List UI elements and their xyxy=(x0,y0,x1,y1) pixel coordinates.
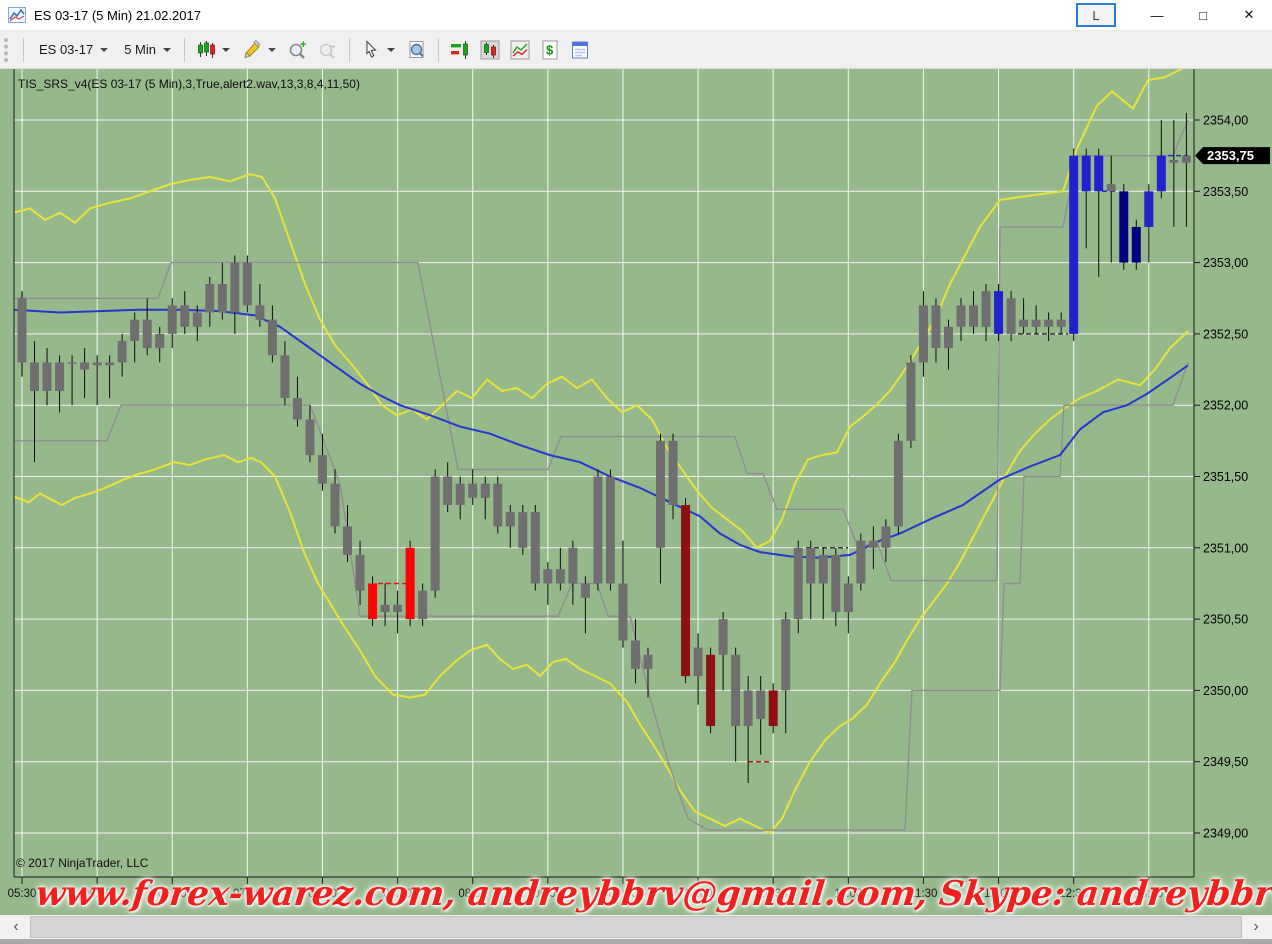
price-axis-label: 2352,50 xyxy=(1203,327,1248,341)
chevron-down-icon xyxy=(163,47,171,52)
data-series-icon xyxy=(478,37,502,63)
close-button[interactable]: ✕ xyxy=(1243,7,1255,22)
last-price-marker xyxy=(1195,147,1270,165)
time-axis-label: 12:00 xyxy=(984,888,1013,900)
toolbar-separator xyxy=(349,37,350,62)
price-axis-label: 2349,50 xyxy=(1203,755,1248,769)
chevron-down-icon xyxy=(268,47,276,52)
data-box-button[interactable] xyxy=(402,36,432,64)
interval-selector[interactable]: 5 Min xyxy=(115,36,178,64)
dollar-document-icon: $ xyxy=(538,37,562,63)
interval-label: 5 Min xyxy=(124,42,156,57)
scroll-left-button[interactable]: ‹ xyxy=(13,918,19,935)
properties-button[interactable] xyxy=(565,36,595,64)
time-axis-label: 13:00 xyxy=(1134,888,1163,900)
time-axis-label: 11:00 xyxy=(834,888,862,900)
series-moving_average xyxy=(14,308,1189,559)
chevron-down-icon xyxy=(100,47,109,52)
drawing-tools-button[interactable] xyxy=(237,36,283,64)
pencil-icon xyxy=(240,37,264,63)
price-axis-label: 2351,50 xyxy=(1203,470,1248,484)
data-series-button[interactable] xyxy=(475,36,505,64)
price-axis-label: 2351,00 xyxy=(1203,541,1248,555)
time-axis-label: 08:00 xyxy=(383,888,412,900)
svg-text:+: + xyxy=(300,40,306,51)
maximize-button[interactable]: □ xyxy=(1199,7,1207,23)
app-chart-icon xyxy=(8,7,26,23)
time-axis-label: 11:30 xyxy=(909,888,937,900)
time-axis-label: 10:00 xyxy=(684,888,713,900)
time-axis-label: 08:30 xyxy=(458,888,487,900)
candlestick-icon xyxy=(194,37,218,63)
time-axis-label: 07:30 xyxy=(308,888,337,900)
indicator-parameters-label[interactable]: TIS_SRS_v4(ES 03-17 (5 Min),3,True,alert… xyxy=(18,77,360,91)
horizontal-scrollbar[interactable]: ‹ › xyxy=(0,915,1272,944)
toolbar-separator xyxy=(184,37,185,62)
time-axis-label: 07:00 xyxy=(233,888,262,900)
price-axis-label: 2350,50 xyxy=(1203,613,1248,627)
svg-text:$: $ xyxy=(546,42,554,57)
cursor-arrow-icon xyxy=(359,37,383,63)
scroll-right-button[interactable]: › xyxy=(1253,918,1259,935)
indicators-icon xyxy=(508,37,532,63)
copyright-label: © 2017 NinjaTrader, LLC xyxy=(16,856,149,870)
magnifier-document-icon xyxy=(405,37,429,63)
series-band_lower xyxy=(14,330,1189,835)
price-axis-label: 2354,00 xyxy=(1203,114,1248,128)
time-axis-label: 06:00 xyxy=(83,888,112,900)
time-axis-label: 06:30 xyxy=(158,888,187,900)
bar-type-button[interactable] xyxy=(191,36,237,64)
chart-toolbar: ES 03-17 5 Min xyxy=(0,31,1272,69)
zoom-out-icon xyxy=(316,37,340,63)
chart-trader-button[interactable] xyxy=(445,36,475,64)
scrollbar-thumb[interactable] xyxy=(30,916,1242,938)
price-axis-label: 2352,00 xyxy=(1203,399,1248,413)
price-axis-label: 2349,00 xyxy=(1203,827,1248,841)
cursor-button[interactable] xyxy=(356,36,402,64)
last-price-label: 2353,75 xyxy=(1207,148,1254,163)
minimize-button[interactable]: — xyxy=(1150,7,1164,23)
properties-window-icon xyxy=(568,37,592,63)
price-axis-label: 2353,50 xyxy=(1203,185,1248,199)
toolbar-separator xyxy=(23,37,24,62)
chevron-down-icon xyxy=(222,47,230,52)
zoom-in-icon: + xyxy=(286,37,310,63)
toolbar-separator xyxy=(438,37,439,62)
window-titlebar: ES 03-17 (5 Min) 21.02.2017 L — □ ✕ xyxy=(0,0,1272,31)
zoom-in-button[interactable]: + xyxy=(283,36,313,64)
window-title: ES 03-17 (5 Min) 21.02.2017 xyxy=(34,7,201,23)
time-axis-label: 09:30 xyxy=(609,888,638,900)
time-axis-label: 09:00 xyxy=(533,888,562,900)
time-axis-label: 10:30 xyxy=(759,888,788,900)
chevron-down-icon xyxy=(387,47,395,52)
time-axis-label: 05:30 xyxy=(8,888,37,900)
price-axis-label: 2350,00 xyxy=(1203,684,1248,698)
time-axis-label: 12:30 xyxy=(1059,888,1088,900)
link-button[interactable]: L xyxy=(1076,3,1116,27)
series-sr_upper xyxy=(14,119,1189,582)
series-band_upper xyxy=(14,69,1184,550)
price-axis-label: 2353,00 xyxy=(1203,256,1248,270)
toolbar-grip[interactable] xyxy=(4,37,12,62)
zoom-out-button[interactable] xyxy=(313,36,343,64)
series-sr_lower xyxy=(14,362,1189,831)
chart-trader-icon xyxy=(448,37,472,63)
indicators-button[interactable] xyxy=(505,36,535,64)
strategies-button[interactable]: $ xyxy=(535,36,565,64)
instrument-selector[interactable]: ES 03-17 xyxy=(30,36,115,64)
instrument-label: ES 03-17 xyxy=(39,42,94,57)
